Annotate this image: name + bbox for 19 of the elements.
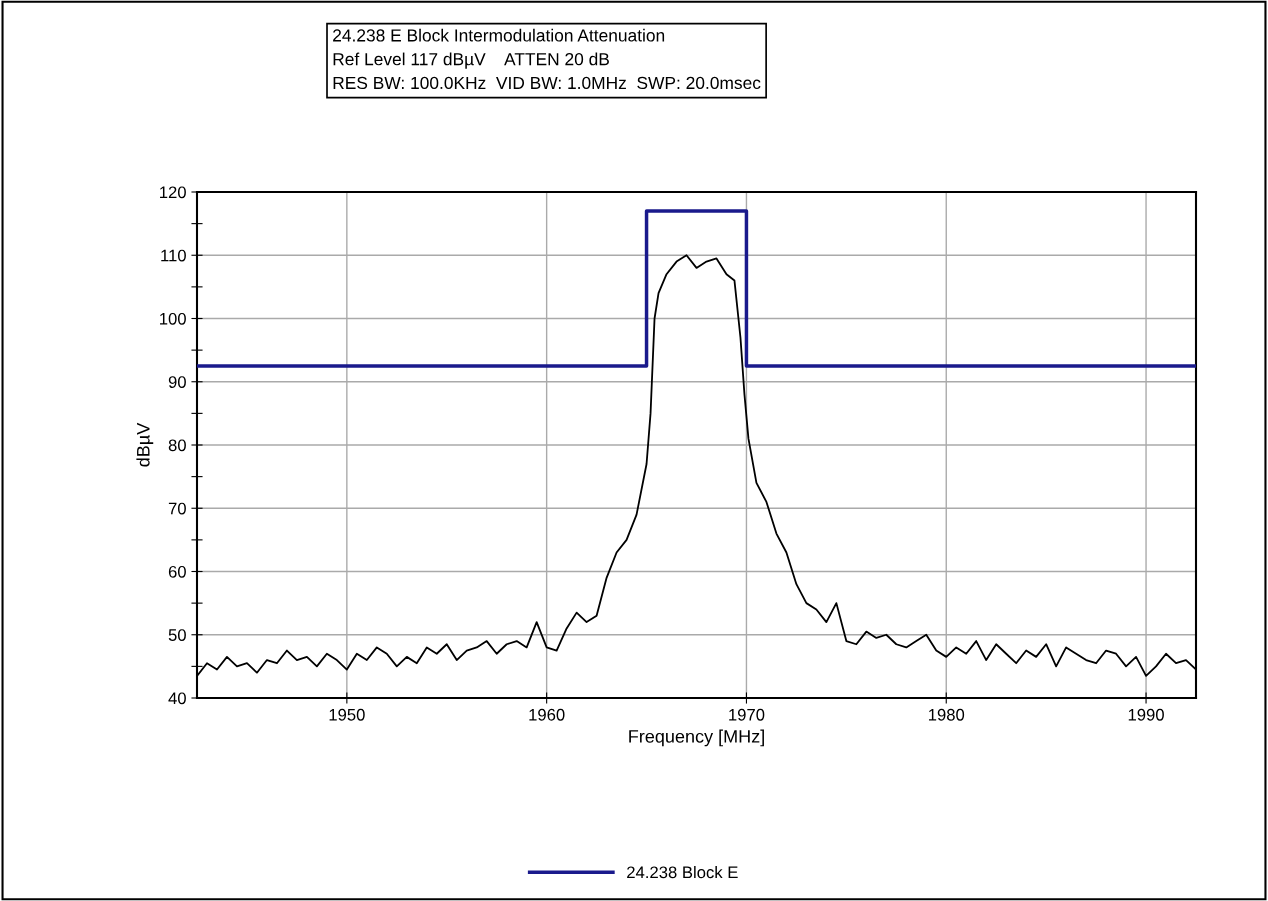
y-tick-label: 60	[168, 565, 186, 578]
x-tick-label: 1960	[529, 708, 565, 721]
x-tick-label: 1990	[1128, 708, 1164, 721]
y-tick-label: 70	[168, 502, 186, 515]
y-tick-label: 90	[168, 376, 186, 388]
x-tick-label: 1950	[329, 708, 365, 721]
y-tick-label: 110	[161, 249, 186, 262]
chart-subtitle: Ref Level 117 dBµV ATTEN 20 dB RES BW: 100.0KHz VID BW: 1.0MHz SWP: 20.0msec	[333, 52, 761, 90]
y-tick-label: 100	[160, 312, 186, 325]
y-tick-label: 50	[168, 629, 186, 641]
y-axis-title: dBµV	[136, 422, 154, 467]
y-tick-label: 80	[168, 439, 186, 452]
x-axis-title: Frequency [MHz]	[629, 729, 764, 747]
x-tick-label: 1980	[928, 708, 965, 721]
chart-title: 24.238 E Block Intermodulation Attenuation	[333, 28, 665, 42]
legend-label: 24.238 Block E	[627, 865, 738, 879]
y-tick-label: 120	[160, 186, 186, 199]
y-tick-label: 40	[168, 692, 186, 705]
x-tick-label: 1970	[729, 708, 765, 721]
